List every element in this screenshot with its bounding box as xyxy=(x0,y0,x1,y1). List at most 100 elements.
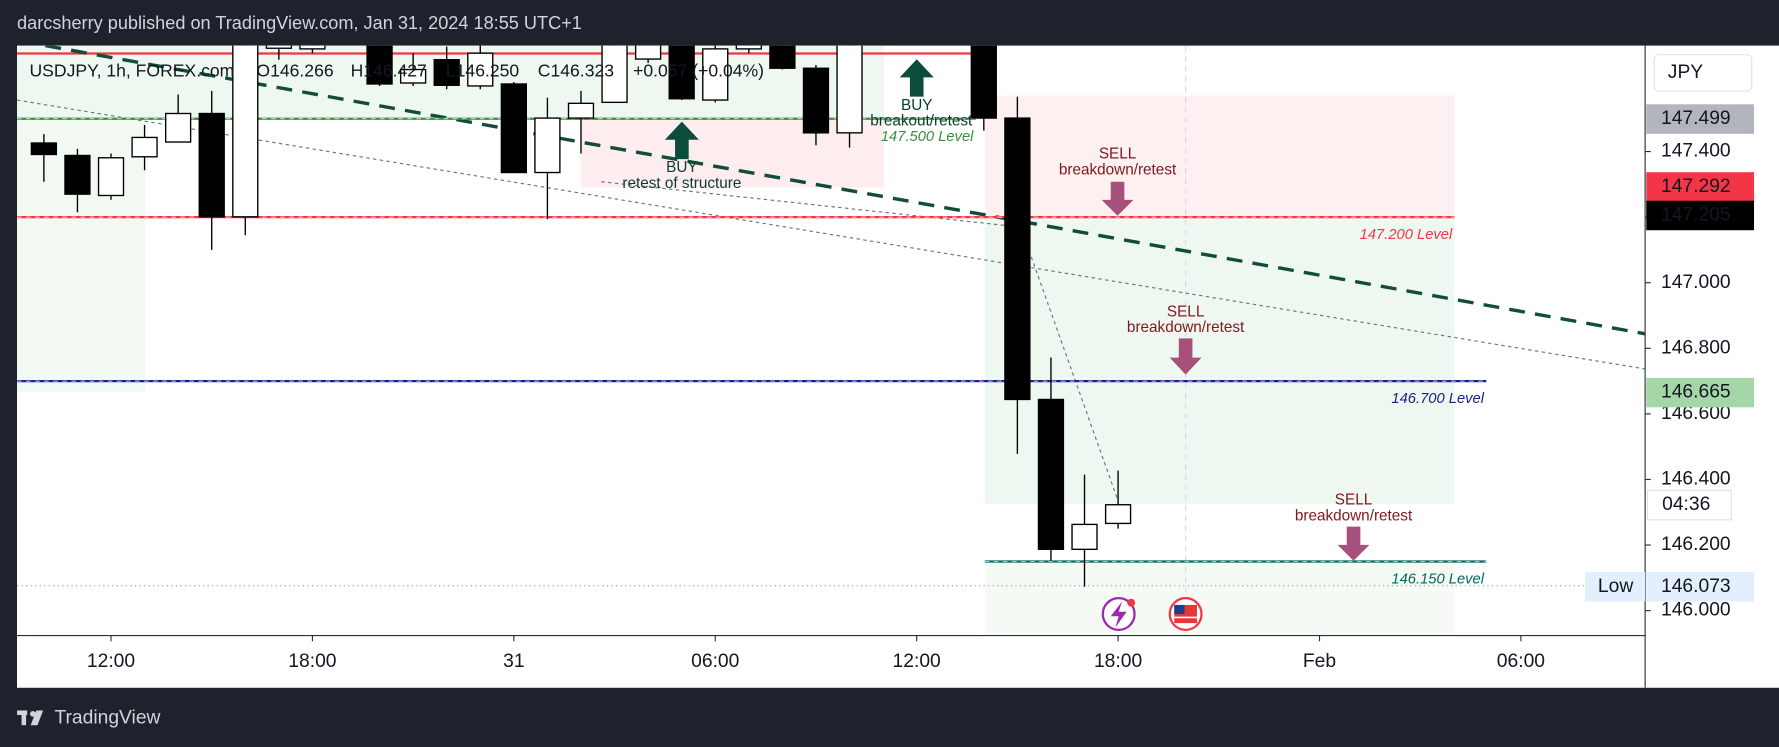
legend: USDJPY, 1h, FOREX.com O146.266 H146.427 … xyxy=(29,60,764,80)
candle-body xyxy=(467,52,494,87)
event-dot xyxy=(1127,598,1136,607)
candle-body xyxy=(970,45,997,119)
price-badge xyxy=(1646,200,1755,231)
currency-box[interactable] xyxy=(1653,54,1753,92)
arrow-up xyxy=(899,59,934,97)
axes: 146.000 146.200 146.400 146.600 146.800 147.0… xyxy=(87,104,1755,672)
annotation-text: retest of structure xyxy=(622,175,741,192)
y-tick-label: 146.800 xyxy=(1661,337,1731,358)
logo-part xyxy=(30,711,36,717)
x-tick-label: 18:00 xyxy=(1094,651,1142,672)
candle-body xyxy=(366,45,393,85)
currency: JPY xyxy=(1668,62,1703,83)
candle-body xyxy=(668,45,695,100)
buy-arrows xyxy=(664,59,934,160)
candle-body xyxy=(567,102,595,119)
candle-body xyxy=(1004,117,1031,401)
arrow-down xyxy=(1101,181,1134,216)
candle-body xyxy=(836,45,863,134)
candle-body xyxy=(97,157,125,197)
arrow-down xyxy=(1169,338,1202,375)
x-tick-label: Feb xyxy=(1303,651,1336,672)
annotation-title: SELL xyxy=(1335,492,1372,509)
annotations: SELL breakdown/retest SELL breakdown/ret… xyxy=(622,97,1413,525)
price-badge xyxy=(1646,104,1755,134)
annotation-title: SELL xyxy=(1099,146,1136,163)
candle-body xyxy=(534,117,561,174)
trend-line xyxy=(601,181,1022,228)
logo-part xyxy=(21,710,27,726)
y-tick-label: 147.400 xyxy=(1661,141,1731,162)
zone xyxy=(984,561,1455,636)
candle-body xyxy=(64,154,91,195)
low-badge xyxy=(1584,571,1646,602)
trend-line xyxy=(45,45,1646,336)
x-tick-label: 31 xyxy=(503,651,524,672)
zone xyxy=(984,95,1455,219)
annotation-title: BUY xyxy=(666,159,697,176)
annotation-title: BUY xyxy=(901,97,932,114)
candle-body xyxy=(601,45,628,104)
x-tick-label: 18:00 xyxy=(288,651,336,672)
legend-high: H146.427 xyxy=(351,60,427,80)
candle-body xyxy=(299,45,326,50)
candle-body xyxy=(735,45,762,50)
x-tick-label: 12:00 xyxy=(87,651,135,672)
price-badge xyxy=(1646,172,1755,202)
zone xyxy=(580,118,884,188)
candle-body xyxy=(198,112,225,218)
footer-logo xyxy=(17,710,44,726)
candle-body xyxy=(1037,398,1065,551)
price-badge-label: 146.073 xyxy=(1661,576,1731,597)
price-badge-label: 147.499 xyxy=(1661,108,1731,129)
level-label: 147.500 Level xyxy=(881,129,974,145)
candle-body xyxy=(433,59,460,86)
candle-body xyxy=(164,112,192,143)
y-tick-label: 146.000 xyxy=(1661,600,1731,621)
trend-line xyxy=(1026,243,1119,500)
annotation-text: breakdown/retest xyxy=(1295,508,1413,525)
price-badge-label: 147.292 xyxy=(1661,176,1731,197)
candle-body xyxy=(769,45,796,69)
x-tick-label: 06:00 xyxy=(1497,651,1545,672)
price-badge xyxy=(1646,571,1755,602)
candle-body xyxy=(131,136,158,158)
candle-body xyxy=(30,142,58,156)
flag-canton xyxy=(1174,604,1185,615)
arrow-up xyxy=(664,121,699,160)
price-badge-label: 146.665 xyxy=(1661,382,1731,403)
level-label: 146.150 Level xyxy=(1391,572,1484,588)
logo-part xyxy=(30,710,44,726)
legend-close: C146.323 xyxy=(538,60,614,80)
footer-brand: TradingView xyxy=(54,708,160,729)
header: darcsherry published on TradingView.com,… xyxy=(17,13,582,33)
y-tick-label: 146.200 xyxy=(1661,534,1731,555)
price-badge xyxy=(1646,377,1755,408)
level-label: 146.700 Level xyxy=(1391,391,1484,407)
sell-arrows xyxy=(1101,181,1370,561)
legend-change: +0.057 (+0.04%) xyxy=(633,60,764,80)
low-label: Low xyxy=(1598,576,1633,597)
legend-open: O146.266 xyxy=(256,60,333,80)
annotation-text: breakdown/retest xyxy=(1127,319,1245,336)
candle-body xyxy=(265,45,293,49)
candle-body xyxy=(232,45,259,218)
y-tick-label: 146.400 xyxy=(1661,469,1731,490)
candles xyxy=(17,45,1487,587)
candle-body xyxy=(1104,504,1132,525)
candle-body xyxy=(802,67,830,134)
candle-body xyxy=(702,48,729,101)
candle-body xyxy=(399,68,427,84)
countdown: 04:36 xyxy=(1662,494,1710,515)
annotation-title: SELL xyxy=(1167,303,1204,320)
event-icon-bolt xyxy=(1110,601,1127,628)
y-tick-label: 147.000 xyxy=(1661,272,1731,293)
trend-line xyxy=(17,99,1646,370)
y-tick-label: 146.600 xyxy=(1661,403,1731,424)
annotation-text: breakout/retest xyxy=(870,113,973,130)
arrow-down xyxy=(1337,526,1370,561)
candle-body xyxy=(634,45,662,60)
level-label: 147.200 Level xyxy=(1360,227,1453,243)
legend-symbol: USDJPY, 1h, FOREX.com xyxy=(29,60,234,80)
